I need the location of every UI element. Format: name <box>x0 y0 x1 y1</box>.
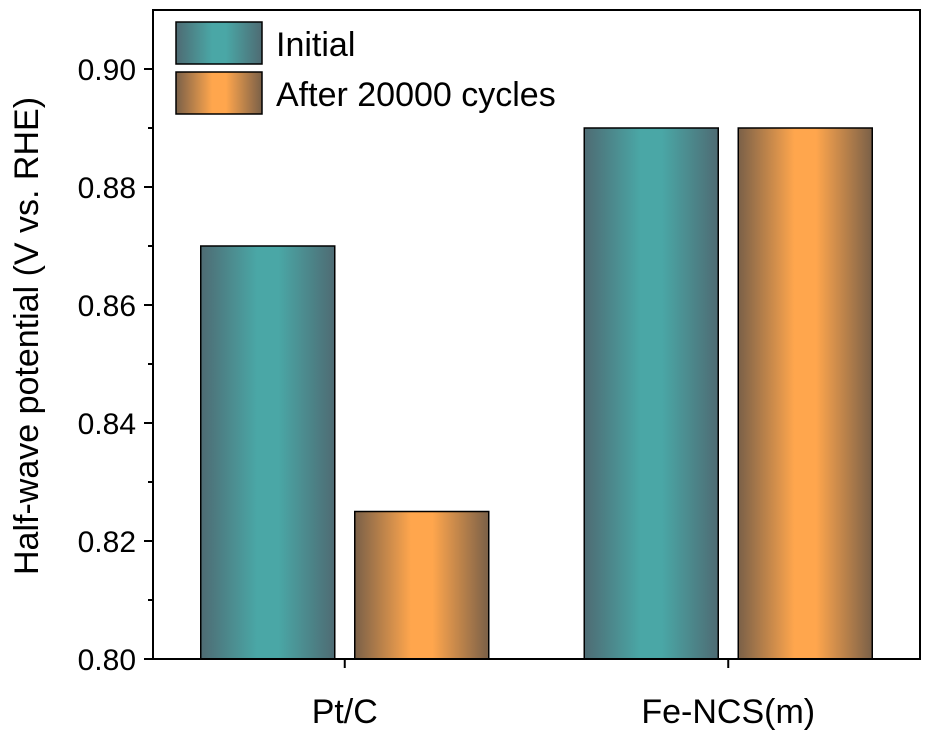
bar-initial-pt-c <box>200 245 336 660</box>
y-tick-label: 0.88 <box>78 172 136 205</box>
legend-label: After 20000 cycles <box>276 76 556 114</box>
y-tick-label: 0.90 <box>78 54 136 87</box>
x-axis: Pt/C Fe-NCS(m) <box>312 659 815 731</box>
bars <box>200 127 873 660</box>
y-tick-label: 0.80 <box>78 644 136 677</box>
legend-swatch <box>175 21 263 65</box>
bar-after-cycles-fe-ncs-m <box>737 127 873 660</box>
y-tick-label: 0.84 <box>78 408 136 441</box>
x-tick-label: Fe-NCS(m) <box>641 693 815 731</box>
bar-after-cycles-pt-c <box>354 510 490 660</box>
y-tick-label: 0.86 <box>78 290 136 323</box>
plot-frame <box>152 9 921 660</box>
bar-initial-fe-ncs-m <box>583 127 719 660</box>
legend-swatch <box>175 71 263 115</box>
legend-label: Initial <box>276 26 355 64</box>
legend: Initial After 20000 cycles <box>175 21 556 115</box>
y-tick-label: 0.82 <box>78 526 136 559</box>
y-axis: 0.80 0.82 0.84 0.86 0.88 0.90 <box>78 54 153 677</box>
x-tick-label: Pt/C <box>312 693 378 731</box>
y-axis-label: Half-wave potential (V vs. RHE) <box>8 97 46 575</box>
